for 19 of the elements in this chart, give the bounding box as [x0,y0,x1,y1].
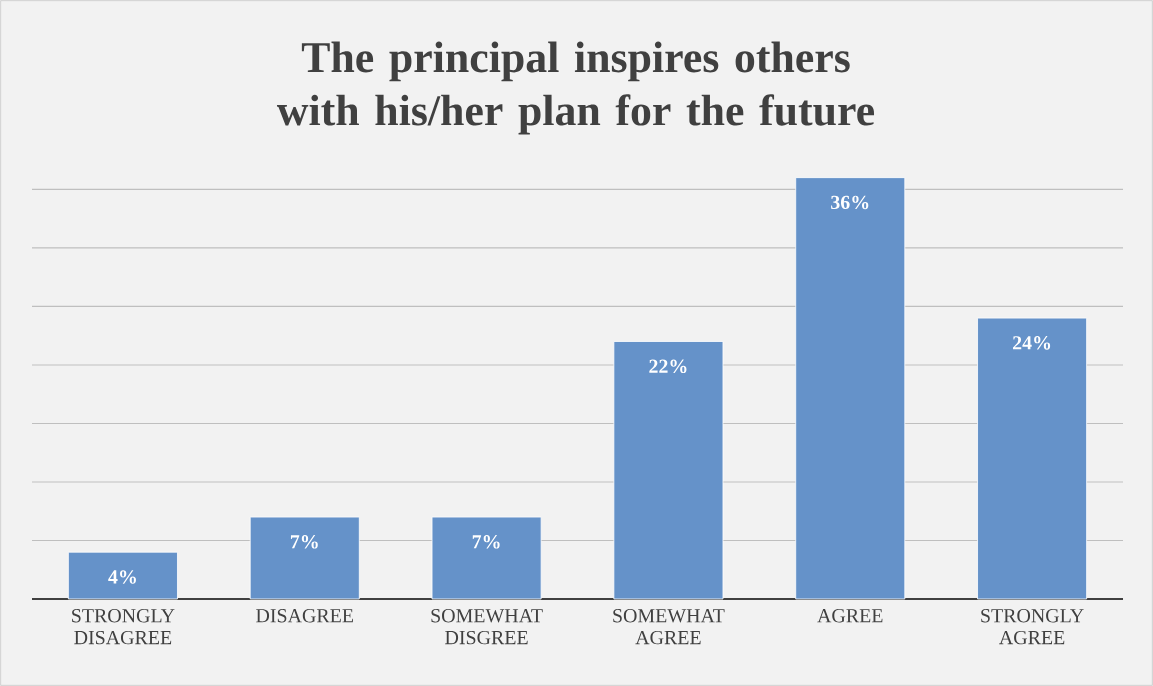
data-label: 7% [290,535,318,549]
data-label: 24% [1012,336,1051,350]
bar [249,516,360,600]
data-label: 7% [472,535,500,549]
data-label: 4% [108,570,136,584]
x-tick-label: AGREE [817,609,883,623]
data-label: 36% [831,195,869,210]
bar [613,341,724,600]
x-tick-label: DISAGREE [256,609,353,623]
bar [795,177,906,600]
chart-title: The principal inspires others with his/her plan for the future [276,41,875,135]
bar [67,551,178,600]
data-label: 22% [649,359,687,374]
x-tick-label: STRONGLY AGREE [981,609,1084,645]
x-tick-label: STRONGLY DISAGREE [72,609,175,645]
bar [977,317,1088,600]
bar [431,516,542,600]
x-tick-label: SOMEWHAT AGREE [613,609,725,645]
x-tick-label: SOMEWHAT DISGREE [431,609,543,645]
